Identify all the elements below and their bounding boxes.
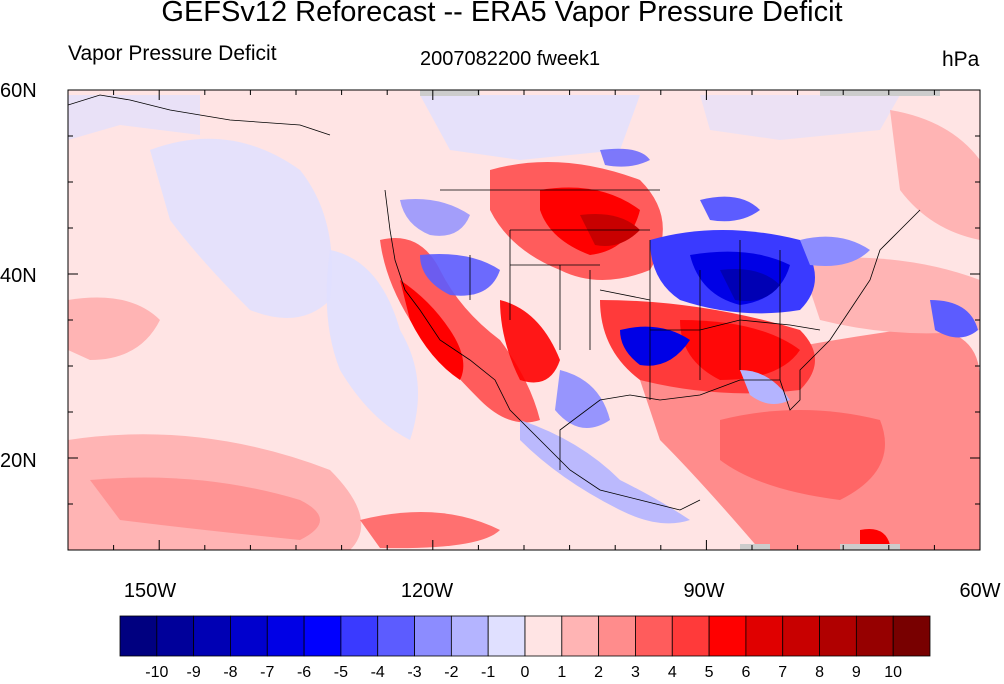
axis-ticks [67,89,981,551]
colorbar-box [119,615,158,657]
colorbar-tick-label: -6 [296,664,312,681]
lon-label-120w: 120W [400,580,454,602]
colorbar-tick-label: -10 [145,664,169,681]
colorbar-tick-label: -4 [370,664,385,681]
colorbar-tick-label: 3 [631,664,640,681]
colorbar-box [193,615,231,657]
colorbar-tick-label: 0 [520,664,530,681]
colorbar-box [524,615,563,657]
colorbar-tick-label: -5 [333,664,349,681]
colorbar-box [855,615,894,657]
lat-label-40n: 40N [0,265,37,287]
lon-label-90w: 90W [683,580,725,602]
units-label: hPa [942,48,980,71]
colorbar-tick-label: -2 [444,664,459,681]
colorbar-box [303,615,342,657]
variable-label: Vapor Pressure Deficit [68,42,277,65]
colorbar-tick-label: 7 [778,664,788,681]
lat-label-60n: 60N [0,80,37,102]
colorbar-box [561,615,600,657]
colorbar-box [892,615,931,657]
colorbar-tick-label: 4 [667,664,677,681]
colorbar-box [782,615,820,657]
colorbar-box [671,615,710,657]
lat-label-20n: 20N [0,450,37,472]
chart-title: GEFSv12 Reforecast -- ERA5 Vapor Pressur… [161,0,843,28]
colorbar-box [266,615,305,657]
colorbar-box [708,615,747,657]
colorbar-box [230,615,268,657]
colorbar-tick-label: -7 [260,664,275,681]
colorbar-box [450,615,489,657]
colorbar-box [487,615,526,657]
colorbar-box [598,615,636,657]
colorbar-tick-label: -8 [223,664,238,681]
lon-label-150w: 150W [123,580,177,602]
colorbar-box [745,615,784,657]
colorbar-tick-label: -3 [407,664,422,681]
map-field [68,90,980,550]
coastlines [68,94,921,511]
colorbar-box [377,615,415,657]
colorbar-box [635,615,673,657]
colorbar-tick-label: -9 [186,664,201,681]
colorbar-tick-label: 1 [557,664,567,681]
colorbar-box [156,615,195,657]
lon-label-60w: 60W [959,580,1001,602]
colorbar-box [340,615,379,657]
colorbar-tick-label: 2 [594,664,604,681]
colorbar-tick-label: 8 [815,664,824,681]
colorbar-tick-label: 6 [741,664,751,681]
colorbar-box [819,615,857,657]
colorbar-tick-label: 10 [884,664,903,681]
date-label: 2007082200 fweek1 [420,48,601,70]
colorbar-box [414,615,452,657]
colorbar-tick-label: 5 [704,664,714,681]
colorbar-tick-label: -1 [481,664,496,681]
colorbar-tick-label: 9 [851,664,861,681]
